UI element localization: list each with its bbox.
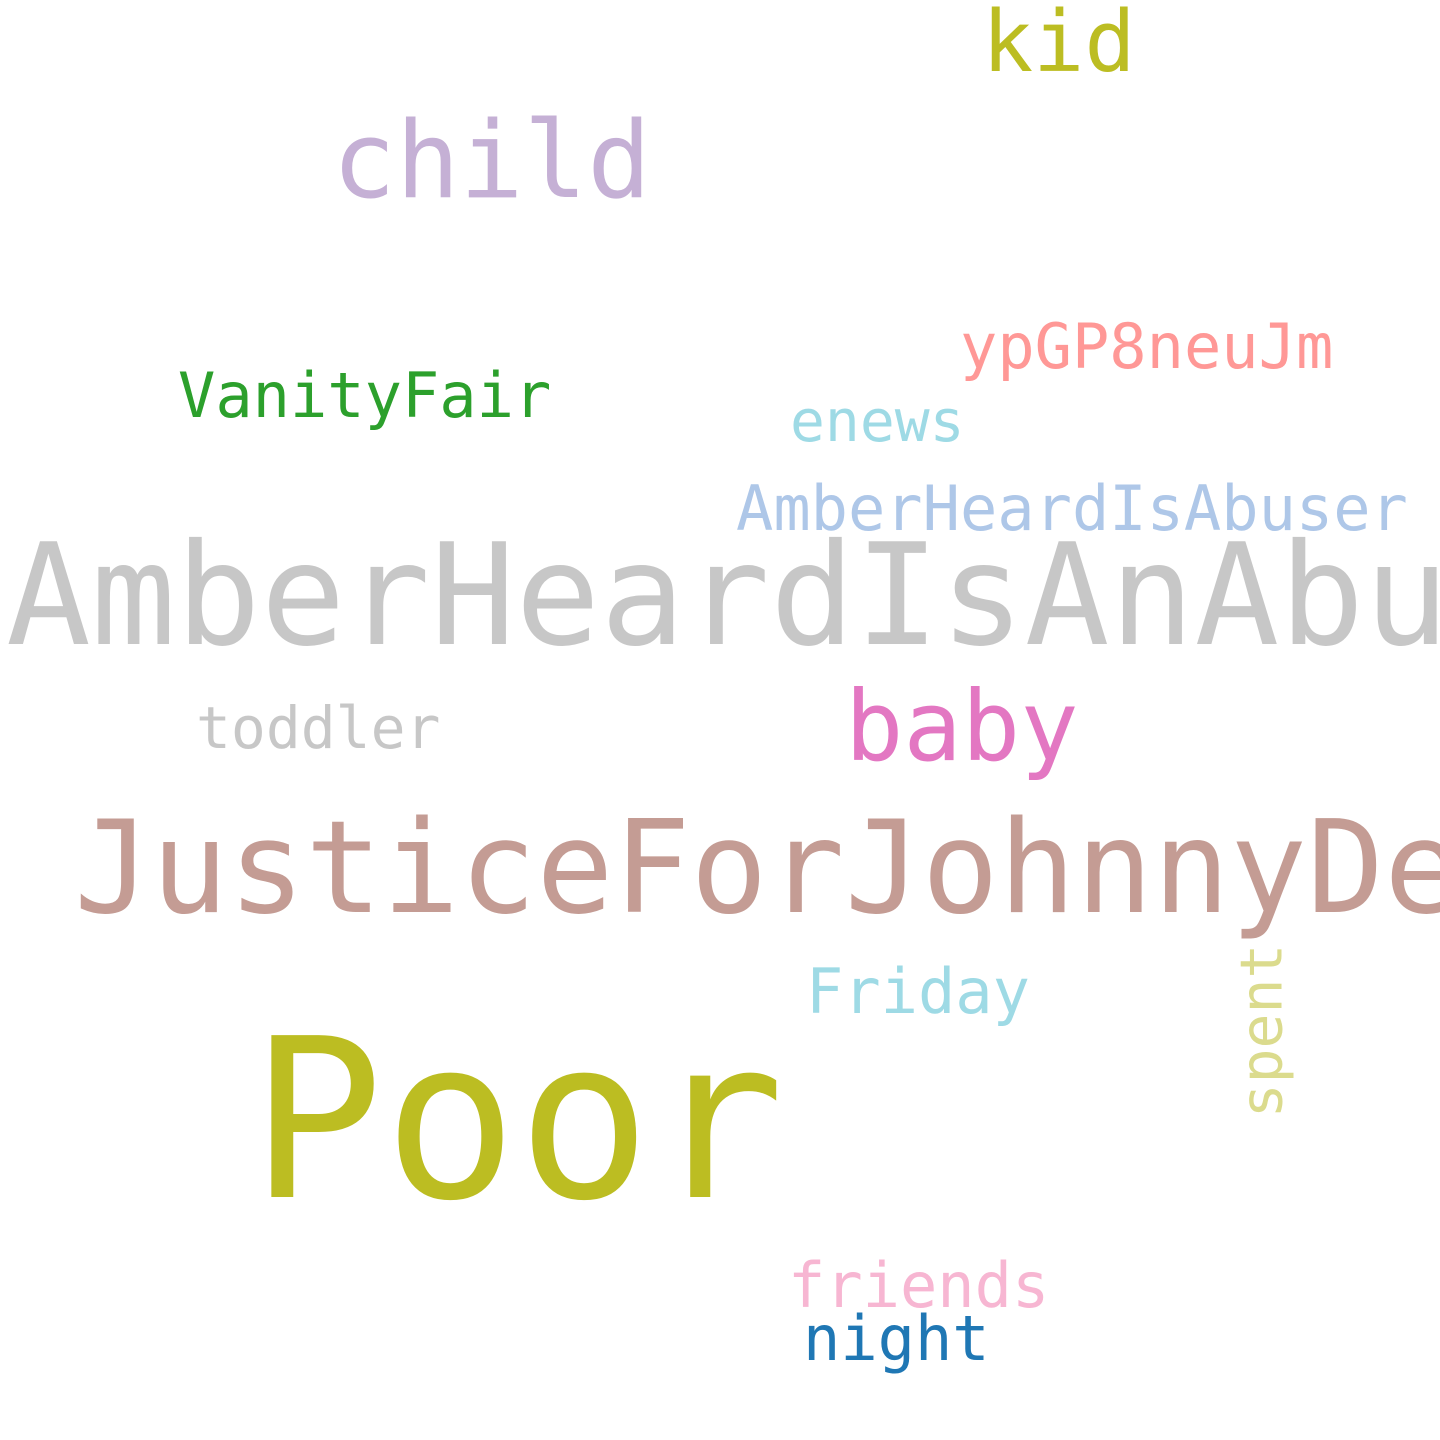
word-amberheardisabuser: AmberHeardIsAbuser: [736, 472, 1408, 545]
word-enews: enews: [790, 387, 965, 455]
word-spent: spent: [1227, 943, 1296, 1119]
word-night: night: [803, 1302, 990, 1375]
word-toddler: toddler: [196, 694, 441, 762]
word-justiceforjohnnydepp: JusticeForJohnnyDepp: [74, 794, 1440, 943]
word-baby: baby: [845, 670, 1079, 783]
word-ypgp8neujm: ypGP8neuJm: [960, 310, 1334, 383]
word-friday: Friday: [806, 955, 1030, 1028]
word-kid: kid: [982, 0, 1136, 92]
word-amberheardisanabuser: AmberHeardIsAnAbuser: [6, 514, 1440, 678]
word-child: child: [332, 99, 652, 222]
word-vanityfair: VanityFair: [178, 359, 552, 432]
word-poor: Poor: [250, 992, 785, 1250]
word-friends: friends: [788, 1249, 1050, 1322]
